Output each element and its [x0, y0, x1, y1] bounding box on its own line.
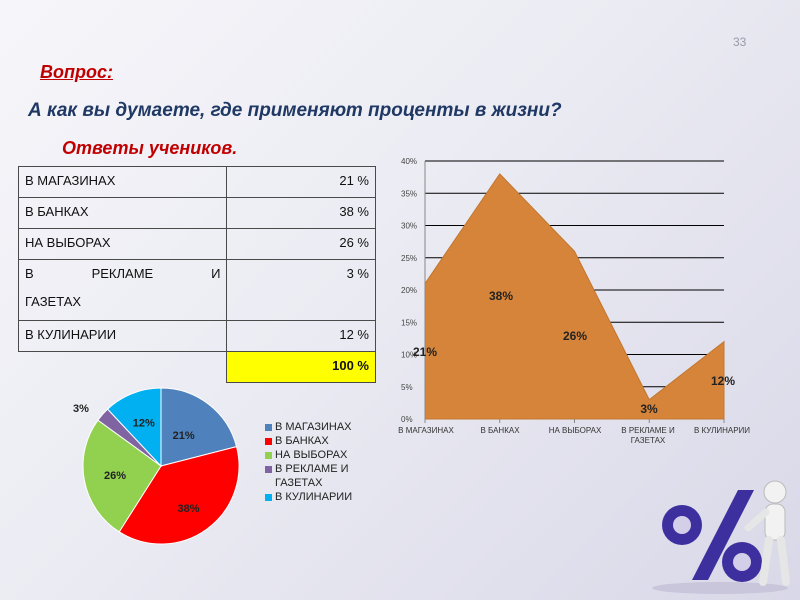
- pie-slice: [106, 387, 162, 468]
- table-cell-category: В РЕКЛАМЕ И ГАЗЕТАХ: [17, 259, 228, 321]
- y-tick-label: 40%: [401, 157, 417, 166]
- pie-slice: [82, 419, 162, 533]
- table-cell-value: 12 %: [226, 320, 376, 352]
- y-tick-label: 30%: [401, 222, 417, 231]
- table-cell-word: РЕКЛАМЕ: [91, 266, 154, 281]
- x-category-label: ГАЗЕТАХ: [631, 436, 666, 445]
- table-cell-word: В: [25, 266, 34, 281]
- percent-mascot-illustration: [652, 480, 790, 594]
- table-cell-value: 26 %: [226, 228, 376, 260]
- table-row: НА ВЫБОРАХ 26 %: [17, 228, 376, 260]
- table-cell-category: В КУЛИНАРИИ: [17, 320, 228, 352]
- table-cell-category: В БАНКАХ: [17, 197, 228, 229]
- area-data-label: 38%: [489, 289, 513, 303]
- legend-item: В МАГАЗИНАХ: [265, 420, 375, 434]
- legend-swatch: [265, 438, 272, 445]
- area-data-label: 26%: [563, 329, 587, 343]
- answers-table: В МАГАЗИНАХ 21 % В БАНКАХ 38 % НА ВЫБОРА…: [17, 166, 376, 383]
- legend-label: В КУЛИНАРИИ: [275, 491, 353, 503]
- x-category-label: НА ВЫБОРАХ: [549, 426, 602, 435]
- legend-swatch: [265, 494, 272, 501]
- area-series: [424, 173, 725, 420]
- pie-data-label: 12%: [133, 417, 155, 429]
- slide-number: 33: [733, 35, 747, 49]
- table-cell-word: И: [211, 266, 221, 281]
- answers-heading: Ответы учеников.: [62, 138, 238, 158]
- pie-slice: [160, 387, 238, 467]
- pie-data-label: 3%: [73, 403, 89, 415]
- table-total-value: 100 %: [226, 351, 376, 383]
- y-tick-label: 25%: [401, 254, 417, 263]
- white-figure-icon: [744, 480, 790, 586]
- y-tick-label: 35%: [401, 189, 417, 198]
- legend-swatch: [265, 466, 272, 473]
- legend-item: В КУЛИНАРИИ: [265, 490, 375, 504]
- table-cell-category: В МАГАЗИНАХ: [17, 166, 228, 198]
- area-data-label: 3%: [640, 402, 658, 416]
- legend-label: НА ВЫБОРАХ: [275, 449, 348, 461]
- y-tick-label: 20%: [401, 286, 417, 295]
- y-tick-label: 10%: [401, 351, 417, 360]
- y-tick-label: 15%: [401, 318, 417, 327]
- table-row: В КУЛИНАРИИ 12 %: [17, 320, 376, 352]
- legend-label: В РЕКЛАМЕ И ГАЗЕТАХ: [275, 463, 349, 489]
- area-data-label: 21%: [413, 345, 437, 359]
- pie-data-label: 38%: [177, 503, 199, 515]
- slide-subtitle: А как вы думаете, где применяют проценты…: [28, 100, 562, 121]
- y-tick-label: 5%: [401, 383, 413, 392]
- legend-item: НА ВЫБОРАХ: [265, 448, 375, 462]
- table-cell-category: НА ВЫБОРАХ: [17, 228, 228, 260]
- legend-label: В БАНКАХ: [275, 435, 329, 447]
- table-row: В РЕКЛАМЕ И ГАЗЕТАХ 3 %: [17, 259, 376, 321]
- pie-legend: В МАГАЗИНАХ В БАНКАХ НА ВЫБОРАХ В РЕКЛАМ…: [265, 420, 375, 504]
- x-category-label: В РЕКЛАМЕ И: [621, 426, 675, 435]
- y-tick-label: 0%: [401, 415, 413, 424]
- pie-data-label: 26%: [104, 470, 126, 482]
- area-data-label: 12%: [711, 374, 735, 388]
- table-row: В БАНКАХ 38 %: [17, 197, 376, 229]
- question-heading: Вопрос:: [40, 62, 113, 82]
- legend-item: В БАНКАХ: [265, 434, 375, 448]
- percent-sign-icon: [662, 490, 762, 582]
- table-cell-line2: ГАЗЕТАХ: [25, 294, 82, 309]
- pie-data-label: 21%: [173, 430, 195, 442]
- x-category-label: В МАГАЗИНАХ: [398, 426, 454, 435]
- pie-slice: [118, 445, 240, 545]
- x-category-label: В БАНКАХ: [480, 426, 520, 435]
- legend-label: В МАГАЗИНАХ: [275, 421, 352, 433]
- legend-swatch: [265, 452, 272, 459]
- legend-item: В РЕКЛАМЕ И ГАЗЕТАХ: [265, 462, 375, 490]
- legend-swatch: [265, 424, 272, 431]
- table-cell-value: 38 %: [226, 197, 376, 229]
- x-category-label: В КУЛИНАРИИ: [694, 426, 750, 435]
- table-cell-value: 3 %: [226, 259, 376, 321]
- table-total-row: 100 %: [19, 351, 376, 383]
